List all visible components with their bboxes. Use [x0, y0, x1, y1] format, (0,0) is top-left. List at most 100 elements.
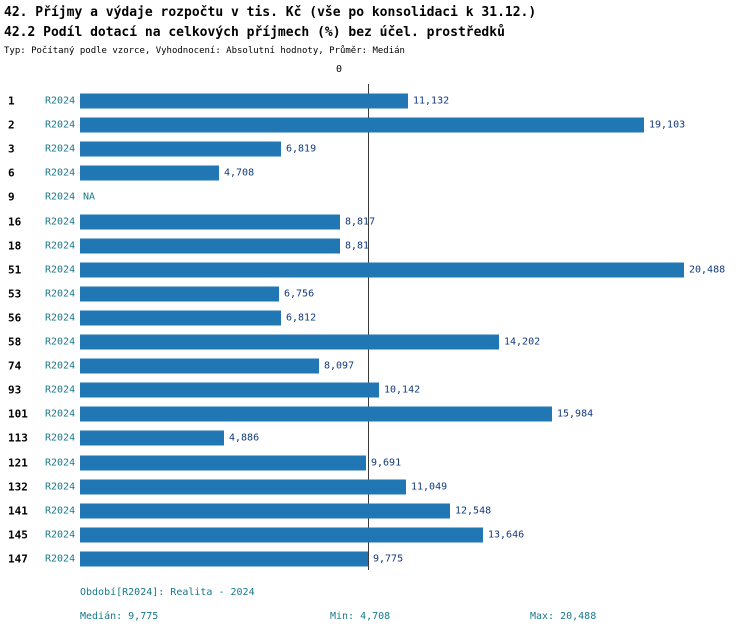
- table-row: 145 R2024 13,646: [0, 523, 750, 547]
- row-category-label: 51: [8, 263, 22, 277]
- table-row: 16 R2024 8,817: [0, 210, 750, 234]
- row-category-label: 93: [8, 383, 22, 397]
- table-row: 1 R2024 11,132: [0, 89, 750, 113]
- bar-value-label: 14,202: [504, 336, 541, 348]
- bar: [80, 455, 366, 471]
- chart-title-line2: 42.2 Podíl dotací na celkových příjmech …: [4, 25, 505, 40]
- bar-value-label: 11,132: [413, 95, 450, 107]
- row-category-label: 58: [8, 335, 22, 349]
- bar-value-label: 8,097: [324, 360, 355, 372]
- bar: [80, 262, 684, 278]
- bar-value-label: 10,142: [384, 384, 421, 396]
- row-category-label: 141: [8, 504, 28, 518]
- row-category-label: 3: [8, 142, 15, 156]
- bar: [80, 117, 644, 133]
- chart-subtitle: Typ: Počítaný podle vzorce, Vyhodnocení:…: [4, 46, 405, 56]
- row-series-label: R2024: [45, 216, 76, 228]
- row-series-label: R2024: [45, 240, 76, 252]
- row-category-label: 2: [8, 118, 15, 132]
- bar: [80, 503, 450, 519]
- row-series-label: R2024: [45, 143, 76, 155]
- table-row: 147 R2024 9,775: [0, 547, 750, 571]
- row-series-label: R2024: [45, 360, 76, 372]
- chart-title-line1: 42. Příjmy a výdaje rozpočtu v tis. Kč (…: [4, 5, 537, 20]
- bar: [80, 430, 224, 446]
- row-series-label: R2024: [45, 95, 76, 107]
- footer-median-label: Medián: 9,775: [80, 611, 159, 622]
- bar-value-label: 4,886: [229, 432, 260, 444]
- row-series-label: R2024: [45, 432, 76, 444]
- row-series-label: R2024: [45, 457, 76, 469]
- row-category-label: 132: [8, 480, 28, 494]
- bar: [80, 238, 340, 254]
- row-series-label: R2024: [45, 384, 76, 396]
- bar: [80, 551, 368, 567]
- bar: [80, 358, 319, 374]
- bar-value-label: 11,049: [411, 481, 448, 493]
- row-category-label: 147: [8, 552, 28, 566]
- row-series-label: R2024: [45, 336, 76, 348]
- table-row: 93 R2024 10,142: [0, 378, 750, 402]
- row-series-label: R2024: [45, 408, 76, 420]
- row-series-label: R2024: [45, 288, 76, 300]
- bar: [80, 406, 552, 422]
- row-category-label: 113: [8, 431, 28, 445]
- row-series-label: R2024: [45, 167, 76, 179]
- table-row: 2 R2024 19,103: [0, 113, 750, 137]
- bar: [80, 479, 406, 495]
- table-row: 18 R2024 8,81: [0, 234, 750, 258]
- bar-value-label: 15,984: [557, 408, 594, 420]
- table-row: 58 R2024 14,202: [0, 330, 750, 354]
- bar-value-label: 4,708: [224, 167, 255, 179]
- bar: [80, 310, 281, 326]
- bar: [80, 286, 279, 302]
- row-series-label: R2024: [45, 312, 76, 324]
- bar: [80, 141, 281, 157]
- bar-value-label: 9,775: [373, 553, 404, 565]
- bar-value-label: 19,103: [649, 119, 686, 131]
- row-category-label: 1: [8, 94, 15, 108]
- row-category-label: 6: [8, 166, 15, 180]
- row-series-label: R2024: [45, 529, 76, 541]
- row-series-label: R2024: [45, 481, 76, 493]
- median-line: [368, 84, 369, 570]
- bar-value-label: 20,488: [689, 264, 726, 276]
- row-category-label: 145: [8, 528, 28, 542]
- row-category-label: 16: [8, 215, 22, 229]
- row-category-label: 74: [8, 359, 22, 373]
- table-row: 74 R2024 8,097: [0, 354, 750, 378]
- bar-value-label: 6,812: [286, 312, 317, 324]
- footer-max-label: Max: 20,488: [530, 611, 597, 622]
- row-series-label: R2024: [45, 119, 76, 131]
- row-series-label: R2024: [45, 264, 76, 276]
- table-row: 9 R2024 NA: [0, 185, 750, 209]
- row-na-label: NA: [83, 191, 96, 203]
- row-series-label: R2024: [45, 191, 76, 203]
- bar-value-label: 12,548: [455, 505, 492, 517]
- table-row: 56 R2024 6,812: [0, 306, 750, 330]
- row-category-label: 53: [8, 287, 22, 301]
- bar-value-label: 6,819: [286, 143, 317, 155]
- row-category-label: 9: [8, 190, 15, 204]
- axis-zero-tick-label: 0: [336, 64, 343, 75]
- row-category-label: 56: [8, 311, 22, 325]
- bar-value-label: 8,817: [345, 216, 376, 228]
- row-series-label: R2024: [45, 505, 76, 517]
- bar: [80, 527, 483, 543]
- table-row: 121 R2024 9,691: [0, 451, 750, 475]
- bar-value-label: 13,646: [488, 529, 525, 541]
- bar: [80, 93, 408, 109]
- table-row: 132 R2024 11,049: [0, 475, 750, 499]
- row-series-label: R2024: [45, 553, 76, 565]
- row-category-label: 18: [8, 239, 22, 253]
- bar-value-label: 8,81: [345, 240, 370, 252]
- table-row: 6 R2024 4,708: [0, 161, 750, 185]
- bar-value-label: 6,756: [284, 288, 315, 300]
- table-row: 51 R2024 20,488: [0, 258, 750, 282]
- table-row: 53 R2024 6,756: [0, 282, 750, 306]
- row-category-label: 101: [8, 407, 28, 421]
- bar: [80, 334, 499, 350]
- bar-value-label: 9,691: [371, 457, 402, 469]
- bar: [80, 214, 340, 230]
